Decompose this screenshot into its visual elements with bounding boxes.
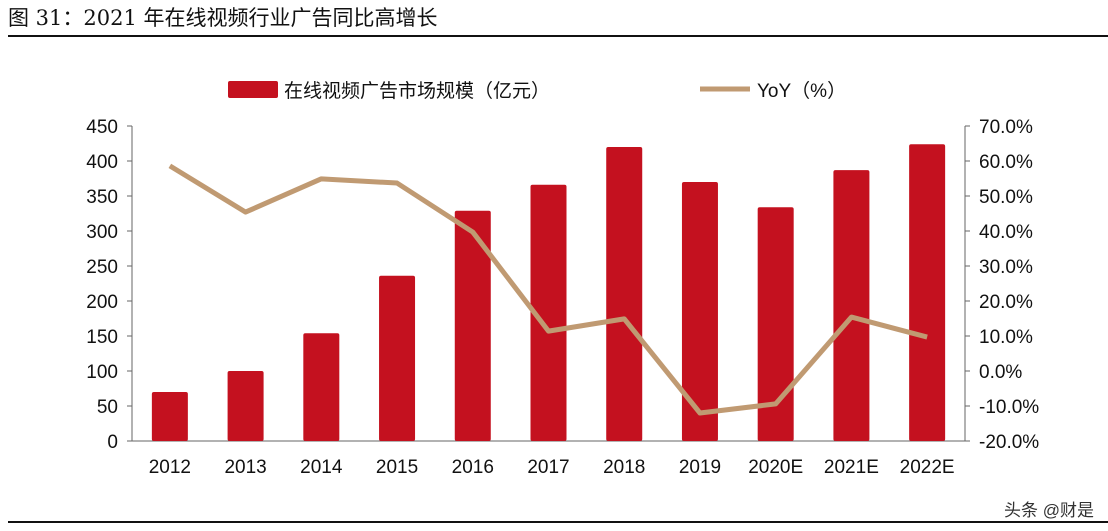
bar [379,275,416,441]
right-tick-label: -20.0% [979,432,1039,453]
x-tick-label: 2013 [224,457,266,478]
bar [227,371,264,441]
left-tick-label: 350 [86,187,118,208]
bar [681,182,718,441]
right-tick-label: 40.0% [979,222,1033,243]
top-rule [8,35,1108,37]
right-tick-label: 10.0% [979,327,1033,348]
legend-line-label: YoY（%） [757,80,846,102]
x-tick-label: 2022E [900,457,955,478]
watermark: 头条 @财是 [1004,501,1094,520]
x-tick-label: 2014 [300,457,343,478]
bottom-rule [8,521,1108,523]
x-tick-label: 2017 [527,457,569,478]
x-tick-label: 2012 [149,457,191,478]
left-tick-label: 200 [86,292,118,313]
right-tick-label: 30.0% [979,257,1033,278]
legend-bar-swatch [228,81,278,98]
x-tick-label: 2021E [824,457,879,478]
bar [303,333,340,441]
x-tick-label: 2016 [452,457,494,478]
bar [606,147,643,441]
right-tick-label: -10.0% [979,397,1039,418]
left-tick-label: 150 [86,327,118,348]
bar [151,392,188,441]
x-tick-label: 2015 [376,457,418,478]
left-tick-label: 300 [86,222,118,243]
left-tick-label: 250 [86,257,118,278]
x-tick-label: 2018 [603,457,645,478]
x-tick-label: 2019 [679,457,721,478]
figure-title: 图 31：2021 年在线视频行业广告同比高增长 [8,6,438,30]
left-tick-label: 0 [107,432,118,453]
bar [454,210,491,441]
legend-bar-label: 在线视频广告市场规模（亿元） [284,80,550,102]
bar [909,144,946,441]
x-tick-label: 2020E [748,457,803,478]
bar [833,170,870,441]
left-tick-label: 50 [97,397,118,418]
right-tick-label: 70.0% [979,117,1033,138]
right-tick-label: 20.0% [979,292,1033,313]
right-tick-label: 50.0% [979,187,1033,208]
left-tick-label: 400 [86,152,118,173]
right-tick-label: 60.0% [979,152,1033,173]
left-tick-label: 100 [86,362,118,383]
right-tick-label: 0.0% [979,362,1022,383]
bar [530,184,567,442]
left-tick-label: 450 [86,117,118,138]
bar [757,207,794,441]
